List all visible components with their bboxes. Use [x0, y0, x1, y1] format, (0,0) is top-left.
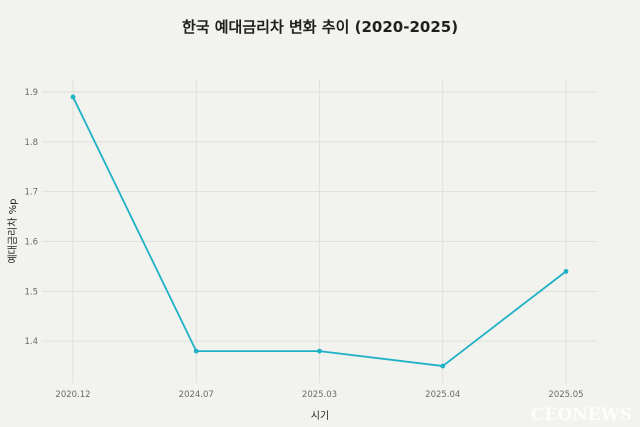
grid	[42, 80, 597, 383]
y-tick-label: 1.4	[24, 337, 38, 347]
watermark-logo: CEONEWS	[531, 405, 632, 425]
data-point	[563, 268, 569, 274]
y-tick-label: 1.9	[24, 88, 38, 98]
data-point	[193, 348, 199, 354]
x-tick-labels: 2020.12 2024.07 2025.03 2025.04 2025.05	[55, 390, 583, 400]
x-axis-label: 시기	[311, 410, 329, 422]
x-tick-label: 2020.12	[55, 390, 90, 400]
x-tick-label: 2025.04	[425, 390, 460, 400]
y-tick-labels: 1.4 1.5 1.6 1.7 1.8 1.9	[24, 88, 38, 347]
y-tick-label: 1.6	[24, 237, 38, 247]
x-tick-label: 2024.07	[179, 390, 214, 400]
series-line	[70, 94, 569, 369]
y-tick-label: 1.7	[24, 188, 38, 198]
x-tick-label: 2025.05	[548, 390, 583, 400]
y-tick-label: 1.5	[24, 287, 38, 297]
y-axis-label: 예대금리차 %p	[7, 198, 19, 263]
data-point	[440, 363, 446, 369]
y-tick-label: 1.8	[24, 138, 38, 148]
data-point	[70, 94, 76, 100]
x-tick-label: 2025.03	[302, 390, 337, 400]
data-point	[317, 348, 322, 354]
chart-title: 한국 예대금리차 변화 추이 (2020-2025)	[182, 18, 458, 36]
